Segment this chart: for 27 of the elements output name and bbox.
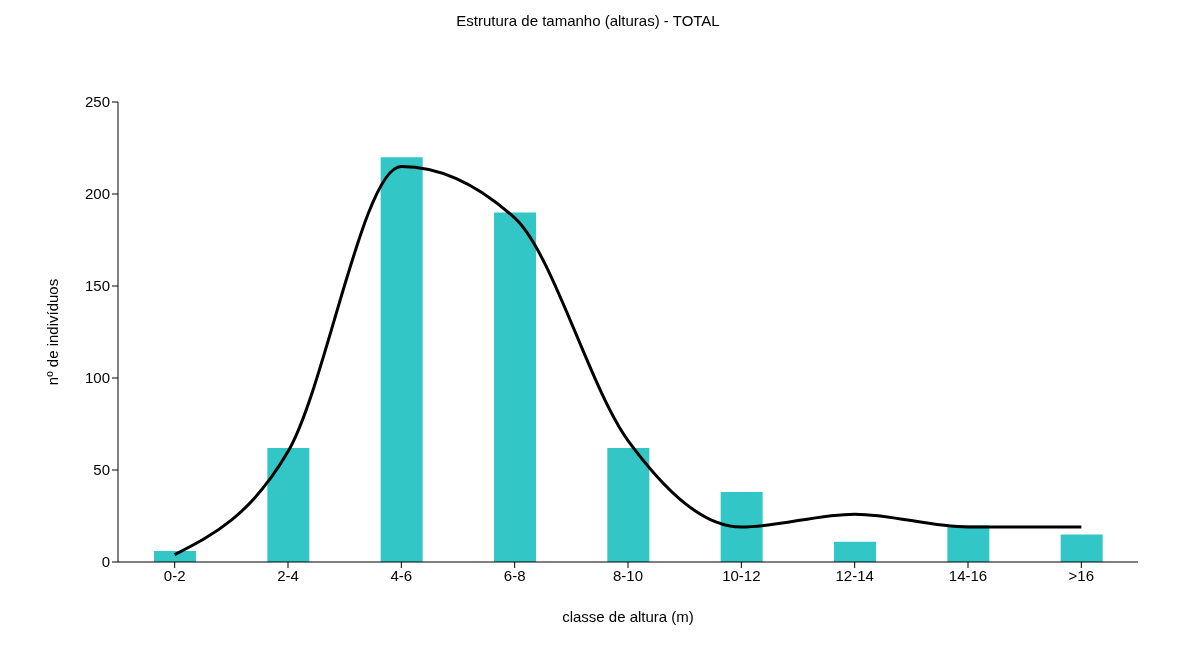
- y-tick-label: 150: [84, 277, 110, 295]
- x-tick-label: 14-16: [948, 566, 988, 584]
- x-tick-label: 0-2: [163, 566, 186, 584]
- x-tick-label: 2-4: [277, 566, 299, 584]
- y-tick-label: 50: [93, 461, 110, 479]
- bar: [380, 157, 423, 562]
- bar: [1060, 534, 1103, 562]
- y-tick-label: 200: [84, 185, 110, 203]
- x-tick-label: 8-10: [612, 566, 644, 584]
- x-tick-label: 10-12: [722, 566, 761, 584]
- x-tick-label: 6-8: [503, 566, 526, 584]
- chart-title: Estrutura de tamanho (alturas) - TOTAL: [455, 12, 721, 31]
- bar: [720, 492, 763, 562]
- bar: [267, 447, 310, 562]
- bar: [607, 447, 650, 562]
- x-tick-label: 4-6: [390, 566, 413, 584]
- x-tick-label: 12-14: [835, 566, 874, 584]
- y-axis-title: nº de indivíduos: [44, 278, 62, 386]
- bar: [834, 541, 876, 562]
- bar: [494, 212, 536, 562]
- bar: [947, 525, 990, 562]
- line-series: [173, 164, 1083, 557]
- y-tick-label: 0: [101, 553, 110, 571]
- y-tick-label: 250: [84, 93, 110, 111]
- y-tick-label: 100: [84, 369, 110, 387]
- x-axis-title: classe de altura (m): [562, 608, 694, 625]
- x-tick-label: >16: [1068, 566, 1095, 584]
